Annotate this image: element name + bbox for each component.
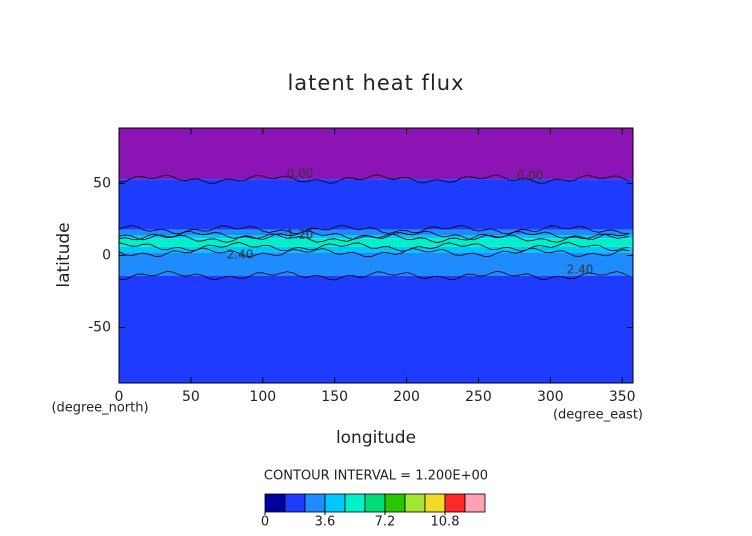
colorbar-box — [384, 493, 406, 513]
contour-label: 0.00 — [517, 169, 544, 183]
x-tick-label: 100 — [249, 389, 276, 405]
contour-line — [118, 241, 630, 252]
y-tick-label: 0 — [102, 248, 111, 264]
colorbar-box — [424, 493, 446, 513]
colorbar-box — [364, 493, 386, 513]
colorbar-box — [344, 493, 366, 513]
x-tick-label: 0 — [115, 389, 124, 405]
contour-band — [119, 275, 633, 383]
colorbar-box — [284, 493, 306, 513]
y-tick-label: 50 — [93, 175, 111, 191]
colorbar-box — [324, 493, 346, 513]
colorbar-box — [264, 493, 286, 513]
contour-label: 2.40 — [567, 263, 594, 277]
contour-line — [118, 247, 630, 258]
colorbar-label: 10.8 — [431, 515, 460, 530]
contour-label: 0.00 — [287, 167, 314, 181]
x-tick-label: 150 — [321, 389, 348, 405]
contour-line — [118, 270, 630, 281]
y-unit: (degree_north) — [51, 401, 148, 416]
colorbar-box — [404, 493, 426, 513]
contour-line — [118, 224, 630, 235]
contour-label: 2.40 — [227, 248, 254, 262]
contour-band — [119, 179, 633, 230]
colorbar-box — [304, 493, 326, 513]
colorbar-box — [444, 493, 466, 513]
contour-interval: CONTOUR INTERVAL = 1.200E+00 — [264, 469, 488, 484]
x-tick-label: 300 — [537, 389, 564, 405]
contour-line — [118, 233, 630, 244]
contour-band — [119, 246, 633, 253]
chart-title: latent heat flux — [287, 71, 464, 95]
x-axis-label: longitude — [336, 428, 416, 448]
x-tick-label: 200 — [393, 389, 420, 405]
colorbar-box — [464, 493, 486, 513]
contour-band — [119, 238, 633, 247]
contour-band — [119, 252, 633, 276]
x-tick-label: 250 — [465, 389, 492, 405]
contour-band — [119, 128, 633, 180]
y-tick-label: -50 — [88, 320, 111, 336]
x-tick-label: 350 — [609, 389, 636, 405]
colorbar-label: 7.2 — [375, 515, 396, 530]
contour-line — [118, 174, 630, 184]
y-axis-label: latitude — [54, 222, 74, 287]
contour-label: 1.20 — [287, 228, 314, 242]
x-unit: (degree_east) — [553, 408, 643, 423]
contour-band — [119, 229, 633, 236]
colorbar-label: 3.6 — [315, 515, 336, 530]
colorbar-label: 0 — [261, 515, 269, 530]
contour-band — [119, 235, 633, 239]
x-tick-label: 50 — [182, 389, 200, 405]
